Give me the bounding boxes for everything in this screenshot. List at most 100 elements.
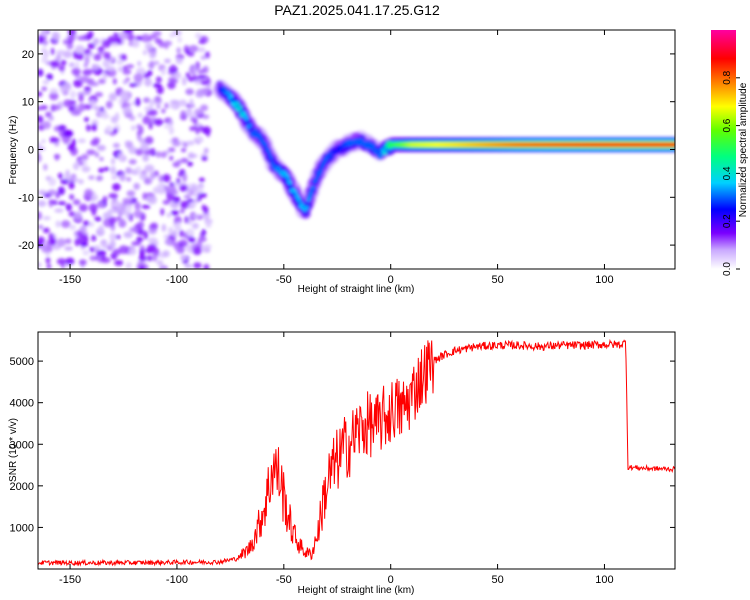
noise-blob	[184, 216, 189, 224]
noise-blob	[144, 42, 153, 51]
noise-blob	[155, 76, 162, 84]
noise-blob	[123, 231, 133, 239]
noise-blob	[143, 72, 151, 79]
noise-blob	[162, 199, 171, 205]
noise-blob	[147, 195, 158, 205]
ridge-mark	[318, 168, 324, 174]
noise-blob	[160, 151, 167, 158]
noise-blob	[176, 178, 181, 184]
noise-blob	[98, 167, 105, 173]
x-tick-label: -150	[59, 574, 81, 586]
noise-blob	[50, 47, 55, 56]
noise-blob	[156, 104, 161, 110]
noise-blob	[126, 177, 132, 182]
noise-blob	[42, 227, 50, 234]
noise-blob	[197, 47, 206, 53]
noise-blob	[41, 30, 47, 37]
noise-blob	[42, 216, 51, 221]
ridge-mark	[267, 151, 272, 156]
noise-blob	[138, 254, 147, 262]
noise-blob	[158, 174, 164, 183]
noise-blob	[182, 173, 188, 183]
y-tick-label: 3000	[10, 439, 34, 451]
noise-blob	[203, 263, 210, 269]
noise-blob	[89, 81, 100, 87]
noise-blob	[125, 64, 135, 69]
noise-blob	[169, 155, 174, 161]
x-tick-label: 50	[491, 274, 503, 286]
noise-blob	[42, 40, 49, 45]
ridge-mark	[375, 148, 380, 153]
spectrogram-x-ticks: -150 -100 -50 0 50 100	[59, 30, 614, 286]
noise-blob	[61, 220, 71, 228]
noise-blob	[125, 167, 132, 175]
noise-blob	[85, 69, 94, 74]
noise-blob	[49, 88, 58, 94]
noise-blob	[83, 86, 92, 91]
noise-blob	[114, 112, 120, 121]
noise-blob	[38, 200, 47, 207]
noise-blob	[195, 32, 202, 39]
noise-blob	[125, 204, 132, 213]
noise-blob	[46, 73, 54, 81]
noise-blob	[162, 173, 171, 183]
noise-blob	[38, 262, 42, 268]
noise-blob	[189, 98, 194, 107]
colorbar-tick-label: 0.0	[722, 262, 733, 276]
noise-blob	[185, 88, 194, 96]
noise-blob	[89, 255, 98, 261]
noise-blob	[102, 59, 110, 68]
noise-blob	[65, 203, 72, 211]
noise-blob	[172, 230, 178, 238]
ridge-mark	[379, 153, 384, 158]
noise-blob	[41, 243, 51, 253]
noise-blob	[42, 80, 50, 85]
noise-blob	[114, 36, 122, 43]
ridge-mark	[226, 91, 231, 96]
ridge-mark	[229, 94, 234, 99]
noise-blob	[161, 108, 166, 114]
noise-blob	[115, 234, 121, 240]
noise-blob	[56, 258, 67, 265]
noise-blob	[78, 103, 86, 112]
noise-blob	[181, 76, 187, 86]
noise-blob	[108, 208, 115, 214]
noise-blob	[128, 146, 138, 155]
noise-blob	[129, 227, 138, 233]
y-tick-label: 5000	[10, 356, 34, 368]
noise-blob	[148, 122, 153, 130]
snr-panel: -150 -100 -50 0 50 100 1000 2000 3000 4000 5000 H…	[8, 331, 676, 596]
noise-blob	[48, 199, 58, 204]
noise-blob	[127, 33, 135, 42]
noise-blob	[41, 86, 48, 92]
noise-blob	[175, 57, 183, 65]
noise-blob	[125, 77, 130, 82]
noise-blob	[138, 125, 144, 135]
noise-blob	[100, 257, 111, 264]
y-tick-label: 4000	[10, 398, 34, 410]
ridge-mark	[270, 161, 275, 166]
ridge-mark	[266, 148, 271, 153]
ridge-mark	[248, 122, 253, 128]
noise-blob	[173, 196, 181, 204]
noise-blob	[203, 147, 209, 154]
noise-blob	[185, 140, 195, 146]
noise-blob	[60, 178, 70, 185]
noise-blob	[202, 65, 209, 74]
noise-blob	[120, 53, 127, 61]
noise-blob	[179, 254, 188, 261]
noise-blob	[199, 88, 209, 95]
noise-blob	[68, 211, 76, 217]
noise-blob	[45, 61, 51, 66]
noise-blob	[148, 49, 157, 59]
noise-blob	[41, 47, 47, 53]
noise-blob	[179, 184, 188, 192]
noise-blob	[192, 64, 198, 73]
noise-blob	[111, 202, 119, 207]
x-tick-label: -150	[59, 274, 81, 286]
noise-blob	[141, 33, 150, 43]
noise-blob	[73, 79, 83, 88]
noise-blob	[128, 159, 137, 165]
noise-blob	[49, 237, 57, 246]
noise-blob	[74, 211, 82, 220]
